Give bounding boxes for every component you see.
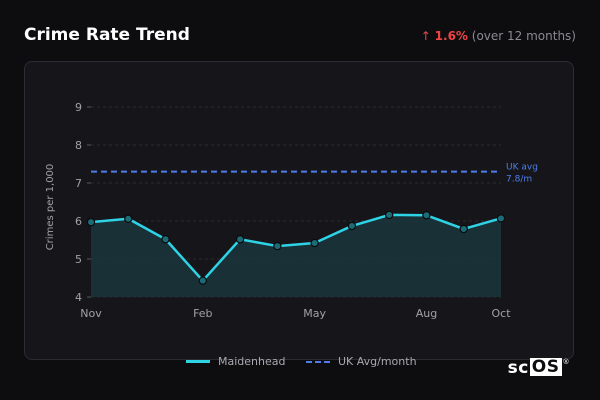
y-axis-label: Crimes per 1,000 [45,164,56,251]
legend-item-maidenhead[interactable]: Maidenhead [186,355,285,368]
legend-label-uk-avg: UK Avg/month [338,355,417,368]
data-point [310,238,319,248]
data-point [235,235,245,244]
series-area-fill [91,214,501,297]
logo-text-os: OS [529,357,562,377]
logo-registered-mark: ® [562,358,570,366]
arrow-up-icon: ↑ [420,29,431,43]
x-tick-label: May [303,307,326,320]
change-period: (over 12 months) [471,29,576,43]
chart-panel [24,61,574,360]
y-tick-label: 7 [75,177,82,190]
y-tick-label: 8 [75,139,82,152]
x-tick-label: Nov [80,307,102,320]
y-tick-label: 4 [75,291,82,304]
data-point [422,211,431,220]
data-point [161,235,170,244]
y-tick-label: 5 [75,253,82,266]
legend-item-uk-avg[interactable]: UK Avg/month [306,355,417,368]
series-line-maidenhead [90,213,502,282]
logo-text-sc: sc [507,358,529,378]
data-point [273,241,282,251]
y-tick-label: 9 [75,101,82,114]
reference-label-line2: 7.8/m [506,175,532,185]
x-tick-label: Feb [193,307,212,320]
data-point [459,224,468,234]
chart-title: Crime Rate Trend [24,25,190,45]
data-point [347,221,357,231]
reference-label-line1: UK avg [506,163,538,173]
legend-swatch-dashed [306,360,330,363]
legend-label-maidenhead: Maidenhead [218,355,286,368]
y-tick-label: 6 [75,215,82,228]
data-point [86,217,96,227]
x-tick-label: Aug [416,307,437,320]
change-indicator: ↑ 1.6% (over 12 months) [421,29,576,43]
data-point [496,214,506,223]
data-point [384,210,394,220]
data-point [198,276,208,285]
change-value: 1.6% [434,29,468,43]
legend-swatch-solid [186,360,210,363]
data-point [124,214,133,223]
brand-logo: sc OS ® [508,358,570,378]
x-tick-label: Oct [491,307,511,320]
